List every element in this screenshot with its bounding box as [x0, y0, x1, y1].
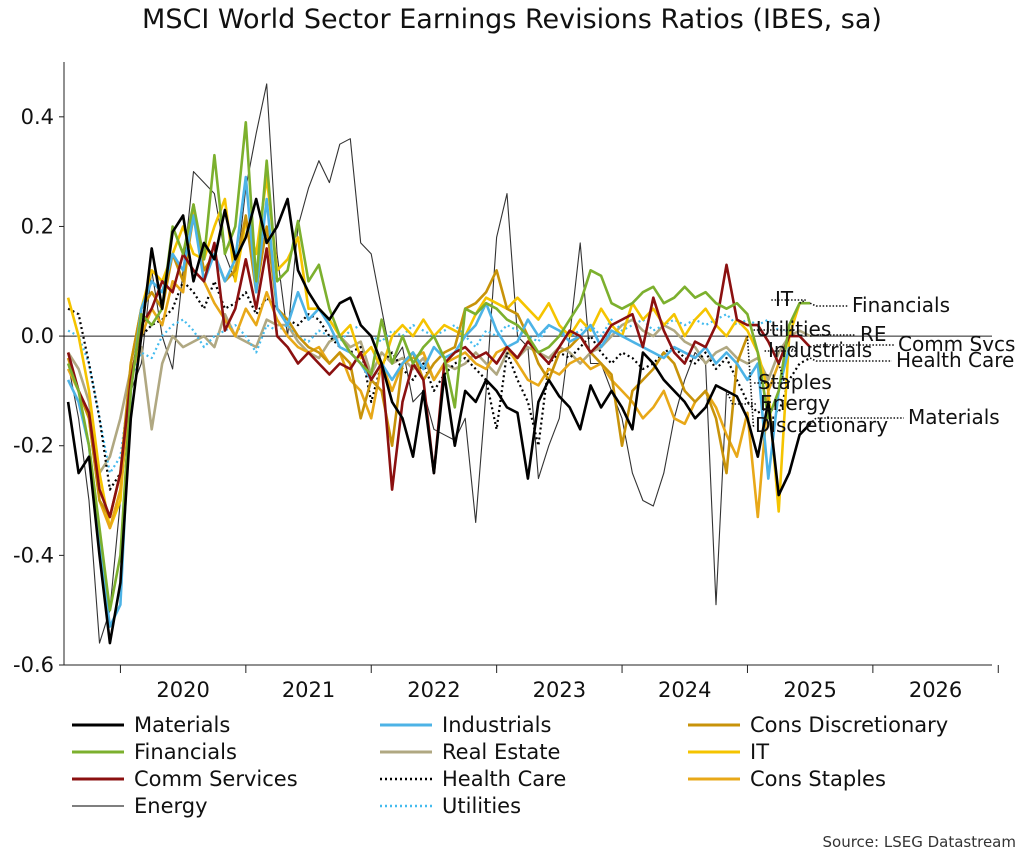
legend-swatch — [72, 723, 124, 727]
end-label: Energy — [760, 391, 830, 415]
end-label: Utilities — [756, 317, 831, 341]
end-label: Financials — [852, 293, 950, 317]
x-tick-label: 2024 — [658, 678, 711, 702]
end-label-leader — [725, 390, 756, 405]
end-label-leader — [764, 346, 798, 352]
legend-swatch — [688, 750, 740, 754]
y-tick-label: 0.0 — [21, 324, 54, 348]
legend-label: Utilities — [442, 794, 522, 818]
legend-swatch — [380, 804, 432, 808]
legend-swatch — [72, 777, 124, 781]
series-line-financials — [66, 121, 811, 612]
end-label: Discretionary — [755, 413, 888, 437]
legend-label: Cons Staples — [750, 767, 886, 791]
legend-item: Materials — [72, 712, 230, 738]
legend-swatch — [72, 750, 124, 754]
y-tick-label: 0.4 — [21, 105, 54, 129]
series-line-materials — [66, 197, 812, 645]
line-chart: 0.4 0.2 0.0 -0.2 -0.4 -0.6 2020 2021 2022 2023 202… — [13, 62, 1015, 702]
series-layer — [66, 83, 812, 645]
legend-label: Financials — [134, 740, 237, 764]
legend-item: Cons Discretionary — [688, 712, 948, 738]
legend-item: Comm Services — [72, 766, 298, 792]
end-label: Health Care — [896, 348, 1014, 372]
series-line-health-care — [67, 280, 811, 491]
legend-swatch — [380, 750, 432, 754]
x-tick-label: 2022 — [407, 678, 460, 702]
legend-swatch — [380, 723, 432, 727]
axes: 0.4 0.2 0.0 -0.2 -0.4 -0.6 2020 2021 2022 2023 202… — [13, 62, 999, 702]
legend-label: Real Estate — [442, 740, 561, 764]
legend-swatch — [688, 723, 740, 727]
end-label: RE — [860, 322, 887, 346]
x-tick-label: 2025 — [783, 678, 836, 702]
source-note: Source: LSEG Datastream — [822, 833, 1016, 851]
legend-label: Energy — [134, 794, 208, 818]
x-tick-label: 2021 — [282, 678, 335, 702]
legend-swatch — [688, 777, 740, 781]
end-label-leader — [771, 299, 806, 304]
x-tick-label: 2026 — [909, 678, 962, 702]
legend-label: Materials — [134, 713, 231, 737]
x-tick-label: 2020 — [156, 678, 209, 702]
legend-item: Real Estate — [380, 739, 560, 765]
legend-label: Industrials — [442, 713, 552, 737]
end-label: Materials — [908, 405, 1000, 429]
series-line-energy — [67, 83, 728, 644]
end-label: IT — [775, 287, 794, 311]
y-tick-label: -0.6 — [13, 653, 54, 677]
end-label-leader — [809, 302, 848, 307]
legend-label: Comm Services — [134, 767, 298, 791]
legend: Materials Financials Comm Services Energy In… — [72, 712, 1012, 830]
chart-title: MSCI World Sector Earnings Revisions Rat… — [142, 4, 882, 35]
legend-item: Utilities — [380, 793, 521, 819]
legend-item: Health Care — [380, 766, 566, 792]
end-labels: IT Financials Utilities RE Comm Svcs Industri… — [725, 287, 1015, 437]
legend-swatch — [380, 777, 432, 781]
y-tick-label: -0.2 — [13, 434, 54, 458]
y-tick-label: 0.2 — [21, 214, 54, 238]
legend-item: Energy — [72, 793, 208, 819]
legend-label: IT — [750, 740, 770, 764]
end-label-leader — [809, 357, 892, 362]
legend-swatch — [72, 805, 124, 807]
legend-item: Cons Staples — [688, 766, 886, 792]
series-line-real-estate — [67, 312, 811, 475]
end-label-leader — [752, 329, 796, 332]
end-label: Industrials — [768, 338, 872, 362]
legend-item: Industrials — [380, 712, 551, 738]
legend-item: IT — [688, 739, 769, 765]
series-line-comm-services — [66, 241, 812, 519]
end-label-leader — [754, 363, 786, 384]
legend-item: Financials — [72, 739, 237, 765]
end-label-leader — [809, 417, 904, 425]
x-tick-label: 2023 — [533, 678, 586, 702]
legend-label: Health Care — [442, 767, 567, 791]
y-tick-label: -0.4 — [13, 543, 54, 567]
end-label: Comm Svcs — [898, 332, 1015, 356]
end-label: Staples — [758, 370, 832, 394]
end-label-leader — [746, 336, 755, 427]
legend-label: Cons Discretionary — [750, 713, 949, 737]
